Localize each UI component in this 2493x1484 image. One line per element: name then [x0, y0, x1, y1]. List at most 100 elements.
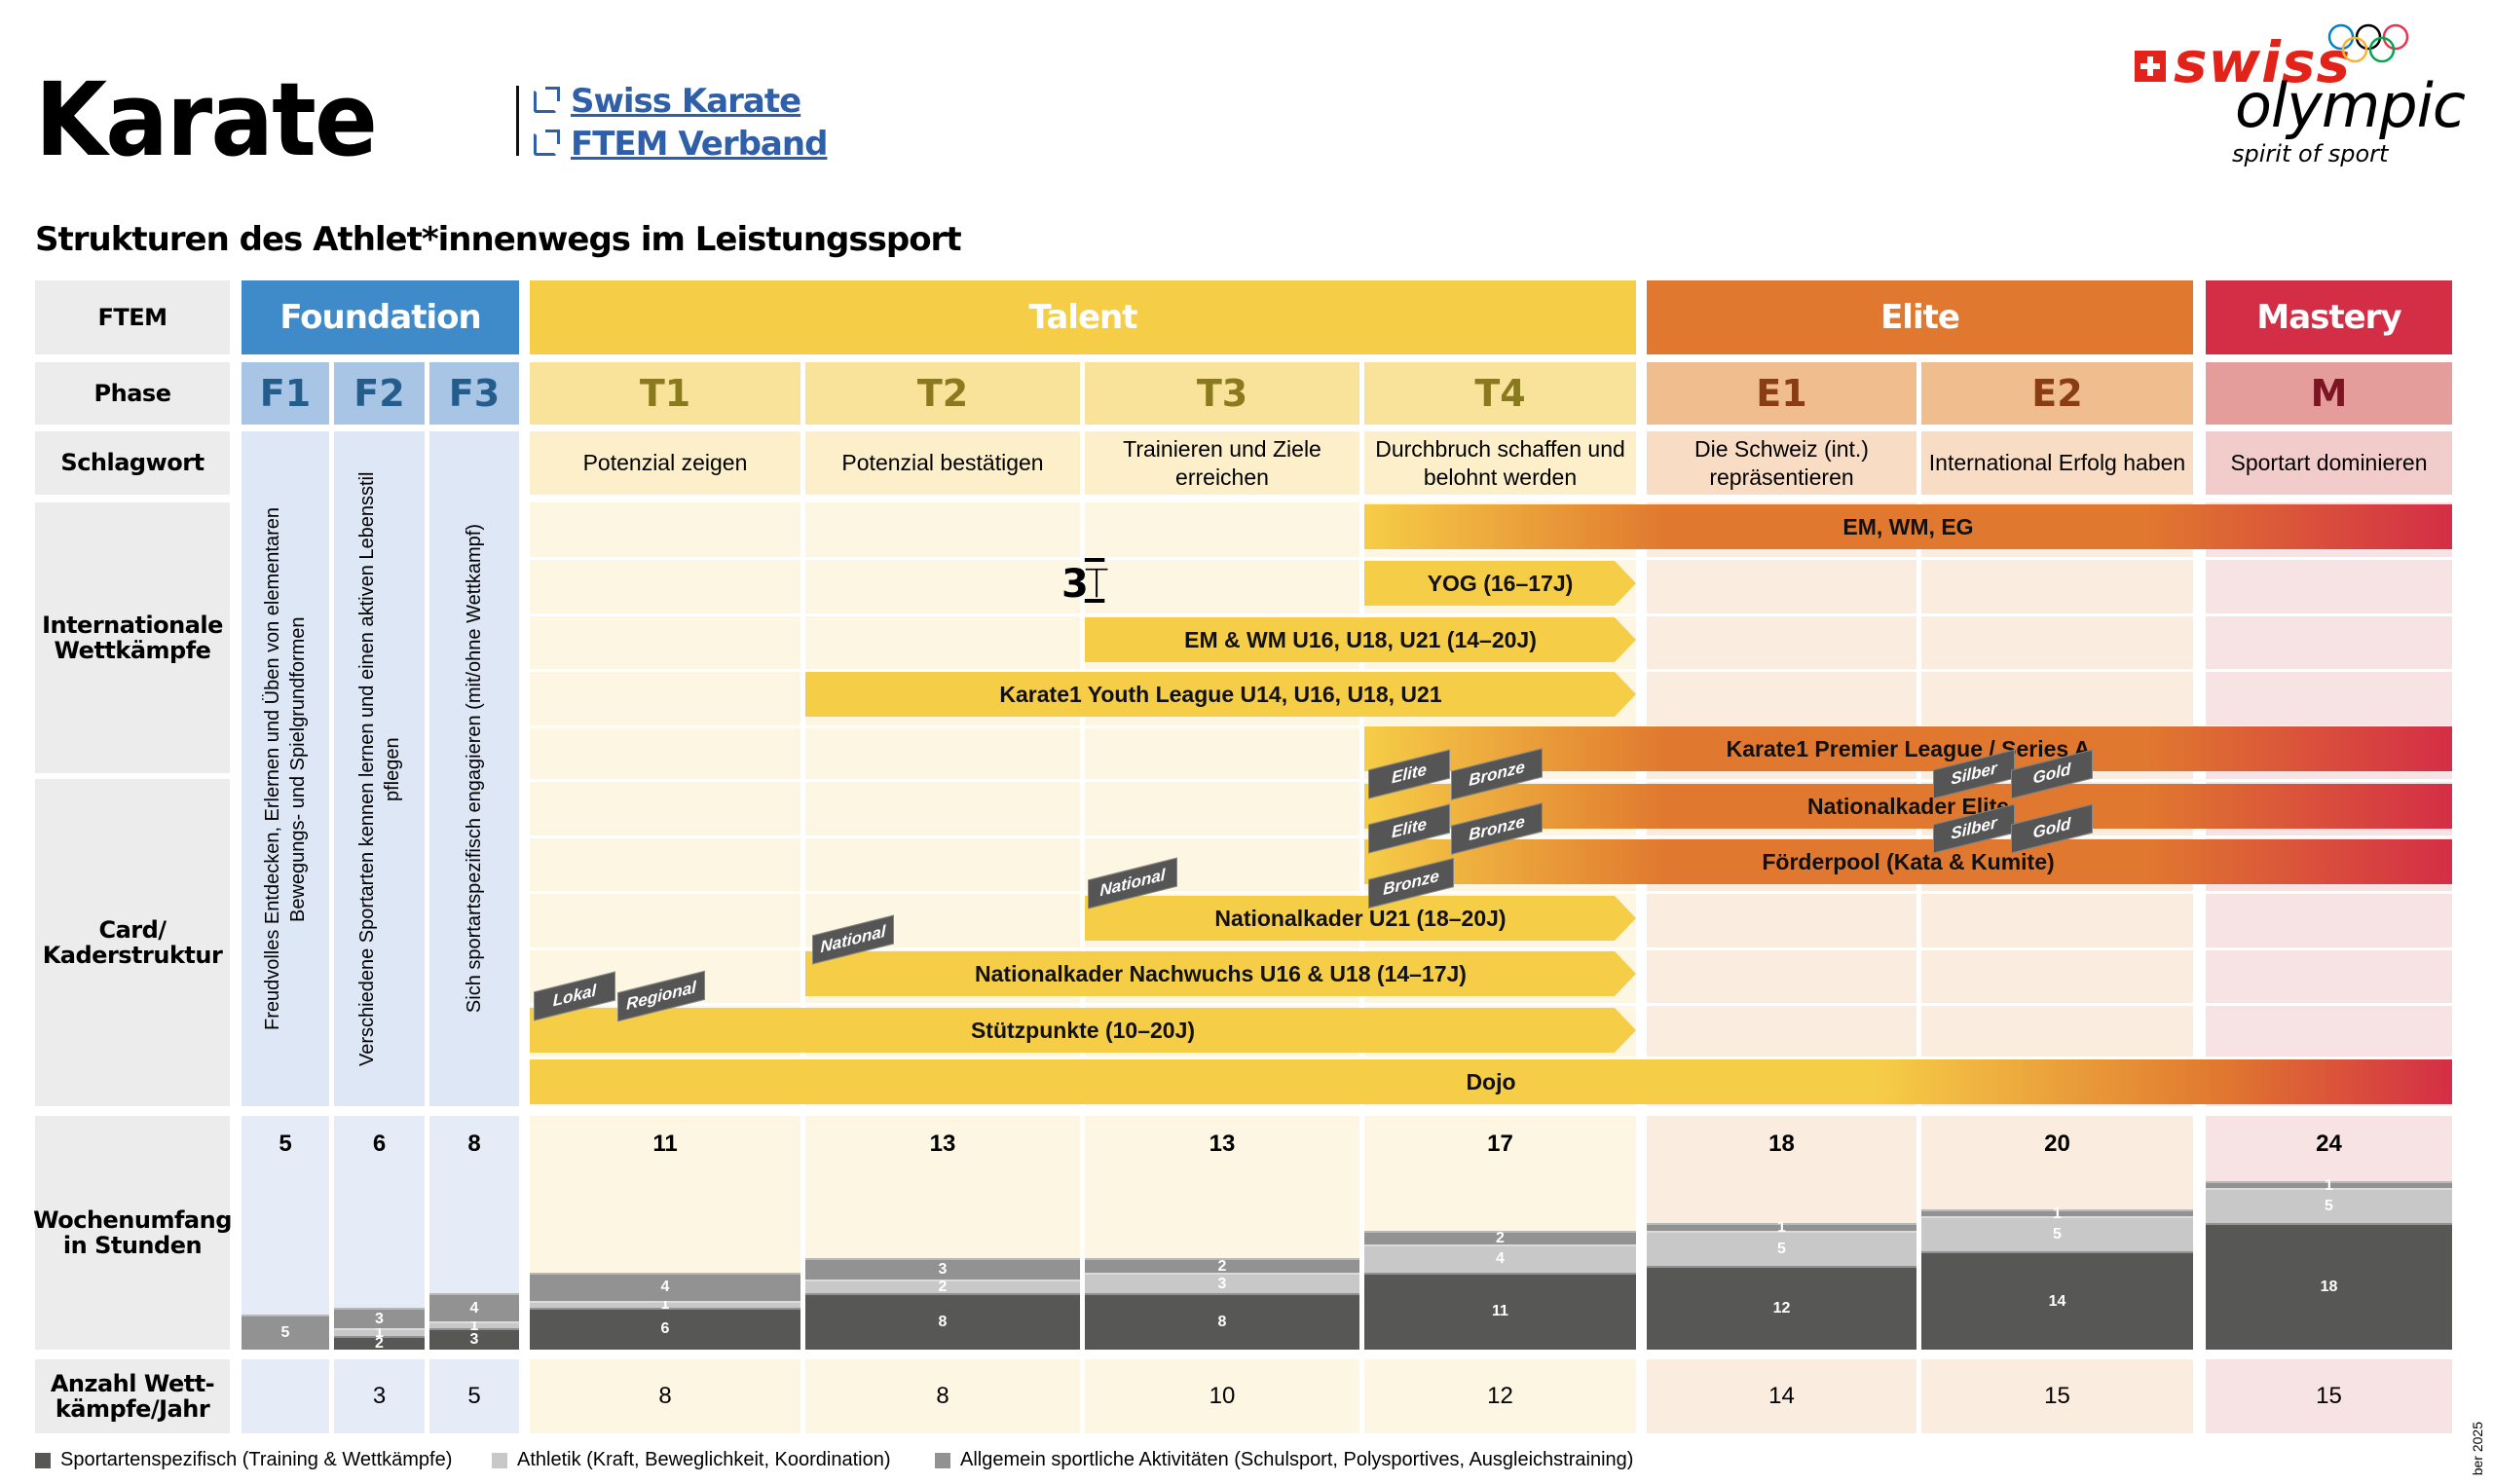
schlagwort-m: Sportart dominieren [2206, 431, 2452, 495]
bar-segment: 3 [334, 1307, 425, 1329]
bar-segment: 5 [1921, 1216, 2193, 1252]
olympic-rings-icon [2327, 23, 2409, 63]
swiss-karate-link[interactable]: Swiss Karate [534, 82, 801, 121]
page-title: Karate [35, 60, 378, 179]
ftem-verband-link[interactable]: FTEM Verband [534, 125, 828, 164]
logo-olympic: olympic [2235, 70, 2466, 141]
legend-swatch [35, 1452, 51, 1468]
schlagwort-e1: Die Schweiz (int.) repräsentieren [1647, 431, 1916, 495]
grid-line [530, 669, 2452, 672]
schlagwort-text: Sich sportartspezifisch engagieren (mit/… [464, 524, 485, 1014]
3t-logo-icon: 3T [1061, 562, 1108, 607]
schlagwort-t2: Potenzial bestätigen [805, 431, 1080, 495]
ftem-mastery: Mastery [2206, 280, 2452, 354]
bar-label: Nationalkader Nachwuchs U16 & U18 (14–17… [975, 960, 1467, 986]
bar-segment: 12 [1647, 1265, 1916, 1350]
grid-line [530, 891, 2452, 894]
card-bar: Stützpunkte (10–20J) [530, 1008, 1636, 1053]
anzahl-e1: 14 [1647, 1359, 1916, 1433]
ftem-elite: Elite [1647, 280, 2193, 354]
schlagwort-f2: Verschiedene Sportarten kennen lernen un… [334, 431, 425, 1106]
ftem-verband-link-label: FTEM Verband [571, 125, 828, 164]
bar-segment: 1 [1921, 1206, 2193, 1222]
anzahl-f2: 3 [334, 1359, 425, 1433]
external-link-icon [534, 130, 560, 156]
total-hours-m: 24 [2316, 1131, 2342, 1157]
schlagwort-e2: International Erfolg haben [1921, 431, 2193, 495]
header-divider [516, 86, 519, 156]
logo-swiss: swiss [2174, 29, 2352, 95]
logo-tagline: spirit of sport [2232, 140, 2389, 167]
swiss-karate-link-label: Swiss Karate [571, 82, 801, 121]
phase-t4: T4 [1364, 362, 1636, 425]
bar-segment: 3 [805, 1258, 1080, 1280]
schlagwort-t1: Potenzial zeigen [530, 431, 800, 495]
bar-segment: 4 [429, 1293, 519, 1322]
bar-label: Dojo [1466, 1068, 1516, 1094]
bar-segment: 1 [530, 1296, 800, 1313]
bar-segment: 1 [334, 1324, 425, 1341]
schlagwort-text: Freudvolles Entdecken, Erlernen und Üben… [262, 507, 309, 1030]
total-hours-t2: 13 [929, 1131, 956, 1157]
bar-segment: 1 [429, 1317, 519, 1334]
international-bar: YOG (16–17J) [1364, 561, 1636, 606]
anzahl-f3: 5 [429, 1359, 519, 1433]
grid-line [530, 1057, 2452, 1059]
bar-label: YOG (16–17J) [1427, 570, 1574, 596]
bar-label: Förderpool (Kata & Kumite) [1762, 848, 2055, 874]
international-bar: Karate1 Premier League / Series A [1364, 726, 2452, 771]
grid-line [530, 557, 2452, 560]
bar-segment: 5 [2206, 1188, 2452, 1224]
bar-segment: 8 [805, 1293, 1080, 1350]
international-bar: EM & WM U16, U18, U21 (14–20J) [1085, 617, 1636, 662]
bar-segment: 8 [1085, 1293, 1359, 1350]
card-bar: Nationalkader Elite [1364, 784, 2452, 829]
bar-segment: 4 [1364, 1244, 1636, 1273]
phase-f2: F2 [334, 362, 425, 425]
total-hours-t4: 17 [1487, 1131, 1513, 1157]
row-label-anzahl: Anzahl Wett-kämpfe/Jahr [35, 1359, 230, 1433]
chart-bg-f1 [242, 1116, 329, 1350]
anzahl-m: 15 [2206, 1359, 2452, 1433]
legend-swatch [492, 1452, 507, 1468]
bar-segment: 3 [429, 1328, 519, 1350]
bar-segment: 11 [1364, 1272, 1636, 1350]
bar-segment: 5 [242, 1315, 329, 1350]
bar-label: Stützpunkte (10–20J) [970, 1017, 1196, 1043]
bar-segment: 2 [1085, 1258, 1359, 1275]
bar-segment: 1 [1647, 1219, 1916, 1236]
schlagwort-f3: Sich sportartspezifisch engagieren (mit/… [429, 431, 519, 1106]
legend-label: Athletik (Kraft, Beweglichkeit, Koordina… [517, 1449, 891, 1470]
grid-line [530, 947, 2452, 950]
row-label-card: Card/ Kaderstruktur [35, 779, 230, 1106]
bar-segment: 14 [1921, 1251, 2193, 1350]
schlagwort-t4: Durchbruch schaffen und belohnt werden [1364, 431, 1636, 495]
international-bar: Karate1 Youth League U14, U16, U18, U21 [805, 672, 1636, 717]
bar-segment: 6 [530, 1307, 800, 1350]
total-hours-e1: 18 [1768, 1131, 1795, 1157]
card-bar: Nationalkader U21 (18–20J) [1085, 896, 1636, 941]
row-label-ftem: FTEM [35, 280, 230, 354]
schlagwort-t3: Trainieren und Ziele erreichen [1085, 431, 1359, 495]
phase-f3: F3 [429, 362, 519, 425]
total-hours-f2: 6 [372, 1131, 387, 1157]
card-bar: Dojo [530, 1059, 2452, 1104]
total-hours-f1: 5 [279, 1131, 292, 1157]
bar-segment: 18 [2206, 1223, 2452, 1350]
bar-label: Nationalkader U21 (18–20J) [1214, 905, 1507, 931]
ftem-talent: Talent [530, 280, 1636, 354]
ftem-foundation: Foundation [242, 280, 519, 354]
phase-t3: T3 [1085, 362, 1359, 425]
phase-t2: T2 [805, 362, 1080, 425]
legend-label: Allgemein sportliche Aktivitäten (Schuls… [960, 1449, 1634, 1470]
row-label-wochenumfang: Wochenumfang in Stunden [33, 1116, 232, 1350]
grid-line [530, 613, 2452, 616]
phase-f1: F1 [242, 362, 329, 425]
bar-label: Karate1 Youth League U14, U16, U18, U21 [999, 681, 1442, 707]
bar-segment: 2 [805, 1279, 1080, 1295]
bar-segment: 2 [1364, 1230, 1636, 1246]
anzahl-t1: 8 [530, 1359, 800, 1433]
anzahl-t2: 8 [805, 1359, 1080, 1433]
subtitle: Strukturen des Athlet*innenwegs im Leist… [35, 220, 962, 259]
bar-label: EM & WM U16, U18, U21 (14–20J) [1184, 626, 1537, 652]
